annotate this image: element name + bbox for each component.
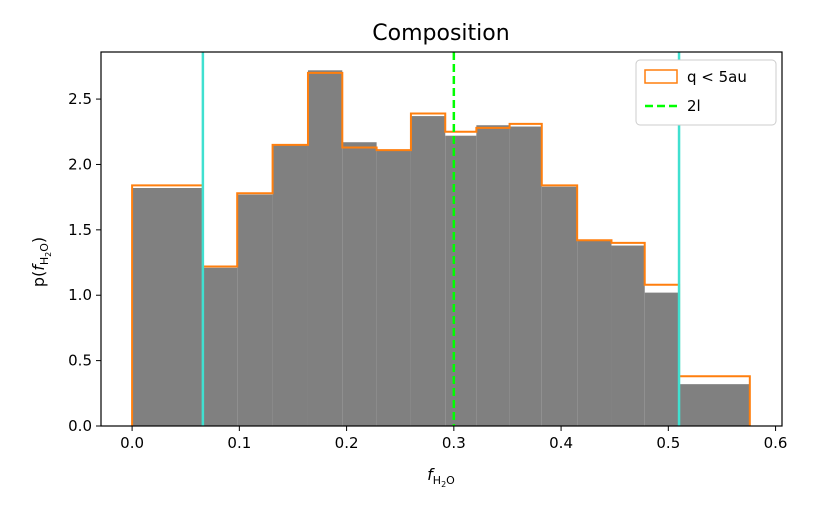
bar [237,194,273,426]
y-tick-label: 2.0 [68,155,92,173]
bar [577,240,612,426]
x-tick-label: 0.5 [656,434,680,452]
x-tick-label: 0.2 [335,434,359,452]
y-tick-label: 0.5 [68,352,92,370]
plot-frame [100,51,783,427]
bar [476,125,510,426]
legend: q < 5au 2l [635,59,777,126]
chart-title: Composition [372,21,509,46]
x-tick-label: 0.0 [120,434,144,452]
bar [410,116,446,427]
x-tick-label: 0.3 [442,434,466,452]
legend-swatch-step [644,69,678,84]
x-axis-ticks: 0.0 0.1 0.2 0.3 0.4 0.5 0.6 [120,426,787,452]
bar [132,188,203,426]
y-axis-ticks: 0.0 0.5 1.0 1.5 2.0 2.5 [68,90,101,435]
bar [611,245,645,426]
x-tick-label: 0.6 [764,434,788,452]
step-outline-layer [131,71,751,426]
x-tick-label: 0.4 [549,434,573,452]
y-tick-label: 0.0 [68,417,92,435]
bar [202,267,238,426]
x-axis-label: fH2O [427,465,455,489]
y-tick-label: 1.0 [68,286,92,304]
x-tick-label: 0.1 [227,434,251,452]
bar [541,186,578,426]
bar [307,70,343,427]
legend-box [635,59,777,126]
legend-label-dashed: 2l [687,97,701,115]
bar [679,384,750,426]
legend-label-step: q < 5au [687,68,747,86]
bar [644,292,680,426]
bar [342,142,377,426]
series-step-outline [131,71,751,426]
y-tick-label: 1.5 [68,221,92,239]
y-tick-label: 2.5 [68,90,92,108]
bars-layer [132,70,750,427]
bar [509,126,542,427]
bar [445,135,477,426]
bar [272,144,308,426]
bar [376,150,411,427]
